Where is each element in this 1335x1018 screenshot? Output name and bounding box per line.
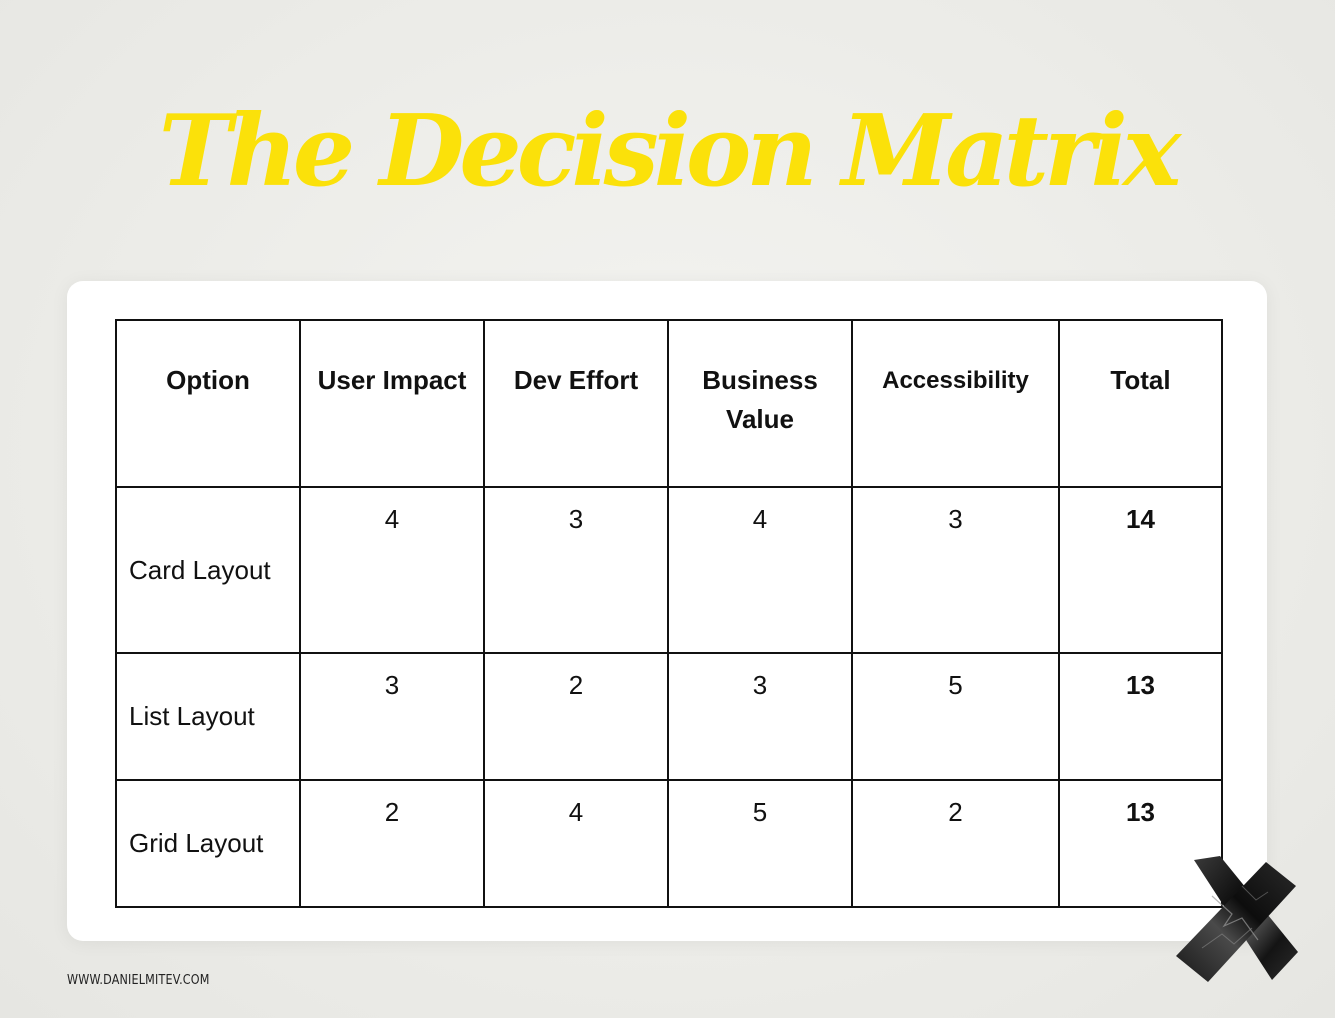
table-row: Grid Layout 2 4 5 2 13 <box>115 779 1223 908</box>
table-row: List Layout 3 2 3 5 13 <box>115 652 1223 781</box>
business-value-cell: 5 <box>667 779 853 908</box>
header-option: Option <box>115 319 301 488</box>
option-cell: List Layout <box>115 652 301 781</box>
table-row: Card Layout 4 3 4 3 14 <box>115 486 1223 654</box>
total-cell: 13 <box>1058 779 1223 908</box>
accessibility-cell: 2 <box>851 779 1060 908</box>
total-cell: 13 <box>1058 652 1223 781</box>
matrix-card: Option User Impact Dev Effort Business V… <box>67 281 1267 941</box>
user-impact-cell: 2 <box>299 779 485 908</box>
user-impact-cell: 4 <box>299 486 485 654</box>
header-accessibility: Accessibility <box>851 319 1060 488</box>
accessibility-cell: 5 <box>851 652 1060 781</box>
header-user-impact: User Impact <box>299 319 485 488</box>
user-impact-cell: 3 <box>299 652 485 781</box>
dev-effort-cell: 3 <box>483 486 669 654</box>
table-header-row: Option User Impact Dev Effort Business V… <box>115 319 1223 488</box>
dev-effort-cell: 2 <box>483 652 669 781</box>
page-title: The Decision Matrix <box>158 94 1182 209</box>
total-cell: 14 <box>1058 486 1223 654</box>
option-cell: Grid Layout <box>115 779 301 908</box>
option-cell: Card Layout <box>115 486 301 654</box>
website-footer: WWW.DANIELMITEV.COM <box>67 973 210 988</box>
business-value-cell: 4 <box>667 486 853 654</box>
header-business-value: Business Value <box>667 319 853 488</box>
accessibility-cell: 3 <box>851 486 1060 654</box>
header-total: Total <box>1058 319 1223 488</box>
decision-matrix-table: Option User Impact Dev Effort Business V… <box>115 319 1223 908</box>
dev-effort-cell: 4 <box>483 779 669 908</box>
business-value-cell: 3 <box>667 652 853 781</box>
header-dev-effort: Dev Effort <box>483 319 669 488</box>
black-tape-x-icon <box>1176 856 1298 982</box>
